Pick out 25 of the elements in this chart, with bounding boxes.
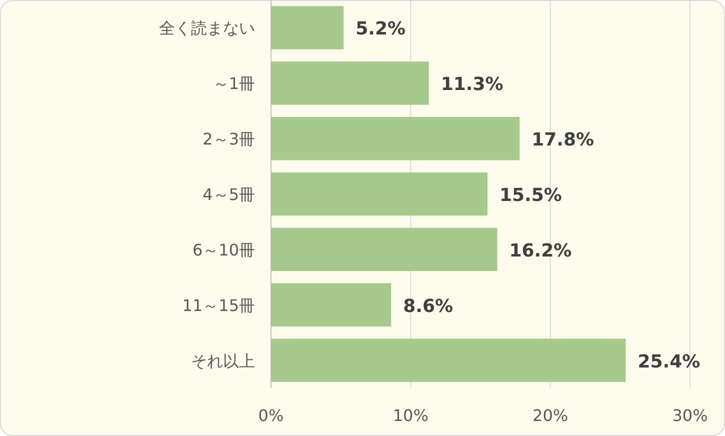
x-tick-label: 0% <box>258 406 284 425</box>
bar <box>271 283 392 326</box>
y-tick-label: それ以上 <box>191 351 255 370</box>
data-label: 5.2% <box>356 18 406 40</box>
data-label: 25.4% <box>638 351 700 372</box>
bar <box>271 62 429 105</box>
bar <box>271 338 626 382</box>
bar <box>271 116 520 160</box>
y-tick-label: 6～10冊 <box>192 240 255 260</box>
y-tick-label: 11～15冊 <box>182 296 255 315</box>
data-label: 17.8% <box>532 130 594 151</box>
data-label: 11.3% <box>440 74 504 96</box>
bar <box>271 6 344 50</box>
data-label: 8.6% <box>403 296 454 317</box>
bar <box>271 172 488 216</box>
bar <box>271 228 498 272</box>
y-tick-label: 4～5冊 <box>202 185 255 204</box>
x-tick-label: 20% <box>532 406 568 425</box>
x-tick-label: 10% <box>392 406 428 425</box>
y-tick-label: 全く読まない <box>159 18 255 38</box>
x-tick-label: 30% <box>672 406 708 425</box>
data-label: 15.5% <box>499 185 562 206</box>
data-label: 16.2% <box>509 240 572 262</box>
y-tick-label: 2～3冊 <box>202 130 255 149</box>
y-tick-label: ～1冊 <box>212 74 255 94</box>
